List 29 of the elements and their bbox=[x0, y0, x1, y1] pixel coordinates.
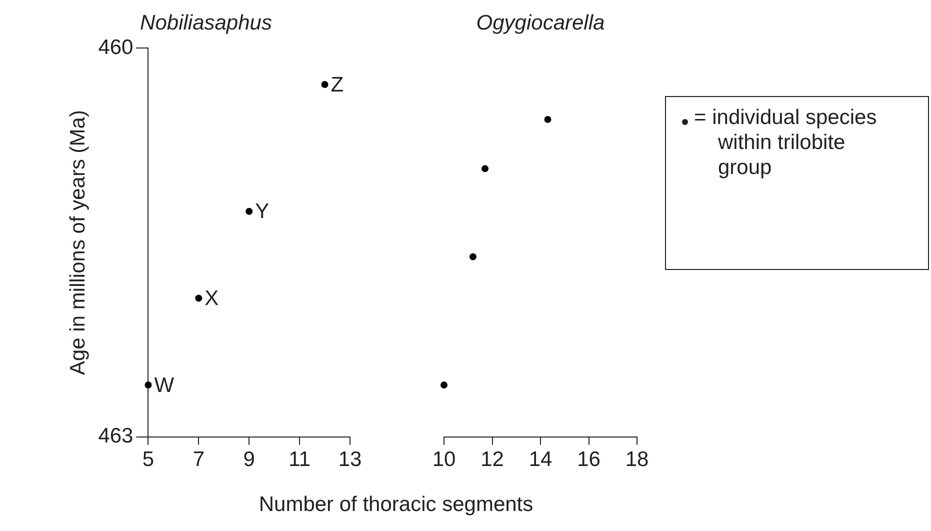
annotation: Y bbox=[255, 200, 270, 224]
y-tick-label: 460 bbox=[98, 36, 134, 59]
x-tick-label: 7 bbox=[192, 448, 205, 472]
point bbox=[544, 116, 552, 123]
x-tick-label: 16 bbox=[577, 448, 600, 472]
y-tick-label: 463 bbox=[98, 424, 134, 448]
text: = individual species within trilobite group bbox=[694, 105, 878, 180]
annotation: Z bbox=[330, 73, 344, 96]
point bbox=[195, 294, 202, 302]
point bbox=[482, 165, 489, 172]
x-tick-label: 11 bbox=[288, 448, 310, 472]
chart-title: Nobiliasaphus bbox=[140, 11, 272, 34]
chart-title: Ogygiocarella bbox=[476, 11, 605, 34]
annotation: X bbox=[204, 286, 219, 310]
point bbox=[321, 80, 328, 88]
x-tick-label: 13 bbox=[338, 448, 362, 472]
point bbox=[144, 381, 152, 388]
x-tick-label: 18 bbox=[625, 448, 649, 472]
x-tick-label: 12 bbox=[480, 448, 504, 472]
point bbox=[440, 381, 448, 388]
x-tick-label: 5 bbox=[142, 448, 154, 472]
x-tick-label: 14 bbox=[528, 448, 552, 472]
annotation: W bbox=[154, 374, 174, 397]
y-axis-title: Age in millions of years (Ma) bbox=[66, 110, 90, 375]
point bbox=[246, 208, 253, 215]
x-tick-label: 10 bbox=[432, 448, 456, 472]
point bbox=[469, 253, 476, 260]
x-axis-title: Number of thoracic segments bbox=[258, 493, 534, 517]
x-tick-label: 9 bbox=[243, 448, 255, 472]
